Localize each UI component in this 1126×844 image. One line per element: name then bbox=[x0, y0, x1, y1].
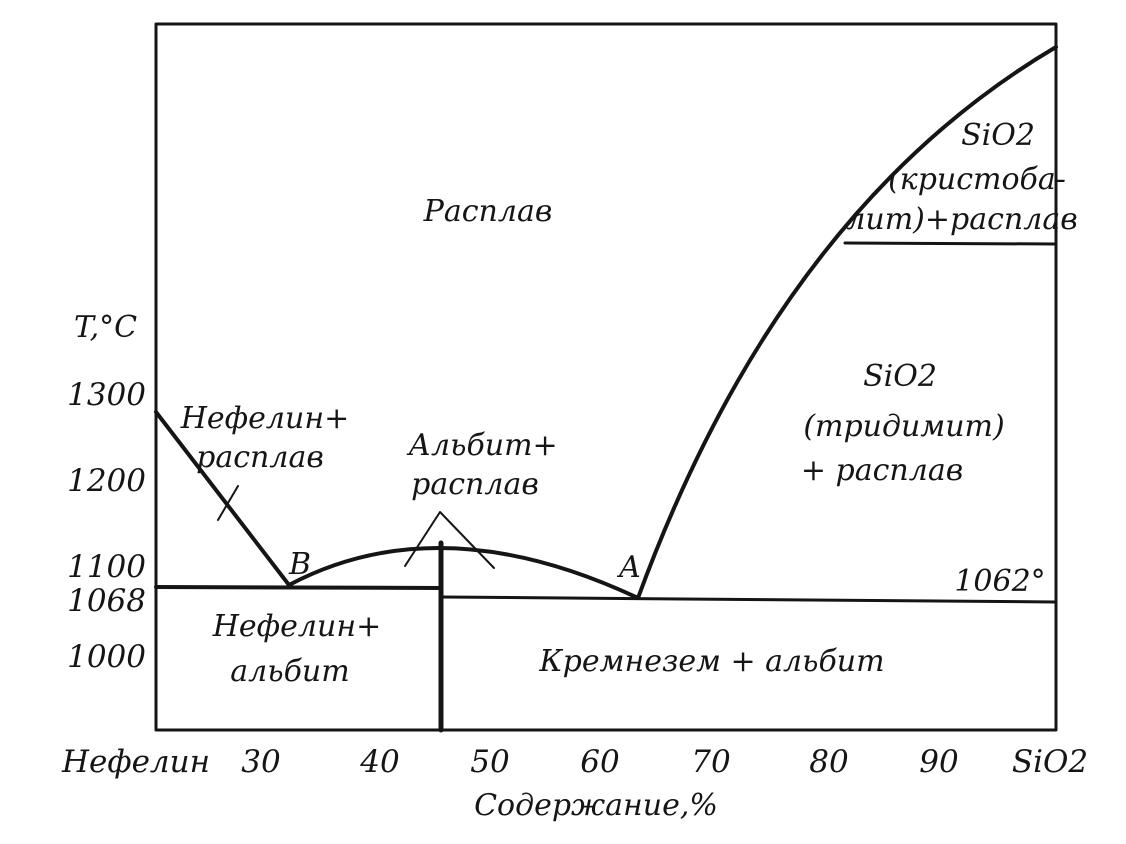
melt-region-label: Расплав bbox=[423, 194, 553, 229]
cristobalite-melt-label: лит)+расплав bbox=[846, 202, 1077, 237]
solidus-1062-line bbox=[440, 595, 1058, 604]
silica-liquidus-curve bbox=[636, 45, 1058, 600]
eutectic-b-label: B bbox=[288, 547, 311, 582]
x-tick-label: 80 bbox=[809, 744, 848, 780]
solidus-1068-line bbox=[154, 585, 442, 590]
y-tick-label: 1100 bbox=[67, 549, 146, 585]
cristobalite-melt-label: (кристоба- bbox=[888, 162, 1066, 197]
nepheline-melt-label: Нефелин+ bbox=[180, 401, 349, 436]
y-tick-label: 1200 bbox=[67, 463, 146, 499]
nepheline-melt-label: расплав bbox=[196, 440, 324, 475]
x-tick-label: 90 bbox=[919, 744, 958, 780]
albite-liquidus-curve bbox=[287, 546, 640, 600]
x-tick-label: 30 bbox=[241, 744, 280, 780]
nepheline-albite-label: альбит bbox=[230, 654, 349, 689]
cristobalite-tridymite-boundary bbox=[843, 241, 1058, 246]
x-tick-label: Нефелин bbox=[61, 744, 210, 780]
tridymite-melt-label: + расплав bbox=[801, 453, 963, 488]
y-tick-label: 1000 bbox=[67, 639, 146, 675]
tridymite-melt-label: (тридимит) bbox=[803, 409, 1004, 444]
x-axis-title: Содержание,% bbox=[474, 788, 718, 823]
nepheline-albite-label: Нефелин+ bbox=[212, 609, 381, 644]
albite-maximum-marker bbox=[404, 511, 495, 569]
temp-1062-label: 1062° bbox=[954, 564, 1045, 599]
tridymite-melt-label: SiO2 bbox=[863, 359, 937, 394]
y-tick-label: 1300 bbox=[67, 377, 146, 413]
x-tick-label: 50 bbox=[470, 744, 509, 780]
plot-frame bbox=[154, 22, 1058, 732]
x-tick-label: SiO2 bbox=[1012, 744, 1088, 780]
x-tick-label: 40 bbox=[359, 744, 399, 780]
nepheline-liquidus-tick bbox=[217, 485, 239, 521]
y-tick-label: 1068 bbox=[67, 583, 146, 619]
nepheline-liquidus-line bbox=[154, 410, 291, 587]
x-tick-label: 70 bbox=[691, 744, 730, 780]
silica-albite-label: Кремнезем + альбит bbox=[538, 644, 884, 679]
y-axis-title: T,°C bbox=[74, 310, 137, 345]
albite-melt-label: расплав bbox=[411, 467, 539, 502]
x-tick-label: 60 bbox=[580, 744, 619, 780]
albite-melt-label: Альбит+ bbox=[406, 428, 557, 463]
cristobalite-melt-label: SiO2 bbox=[961, 118, 1035, 153]
eutectic-a-label: A bbox=[616, 550, 641, 585]
